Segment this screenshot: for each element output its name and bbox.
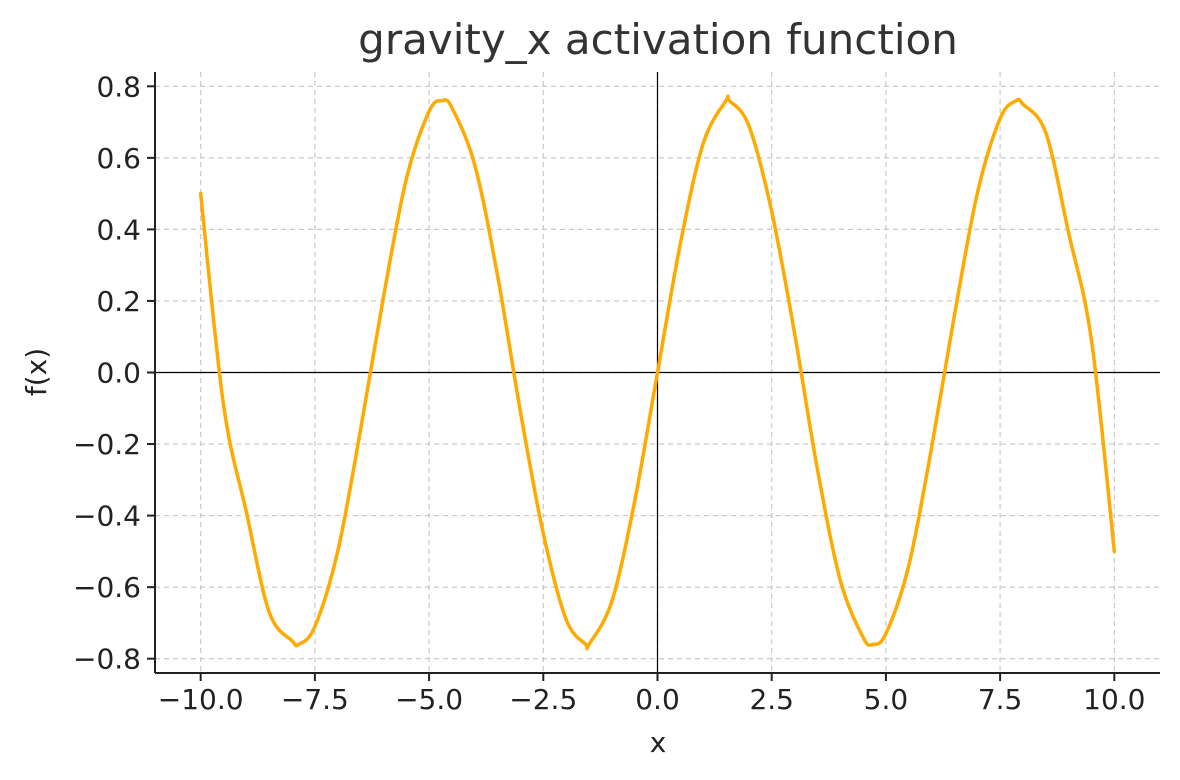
x-tick-label-4: 0.0 — [635, 683, 680, 716]
x-tick-label-1: −7.5 — [281, 683, 349, 716]
x-tick-label-0: −10.0 — [158, 683, 244, 716]
x-tick-label-7: 7.5 — [978, 683, 1023, 716]
y-tick-label-5: −0.2 — [73, 428, 141, 461]
y-ticks: 0.8 0.6 0.4 0.2 0.0 −0.2 −0.4 −0.6 −0.8 — [73, 70, 155, 676]
y-tick-label-7: −0.6 — [73, 571, 141, 604]
chart-title: gravity_x activation function — [358, 15, 958, 64]
x-tick-label-5: 2.5 — [749, 683, 794, 716]
y-tick-label-4: 0.0 — [96, 357, 141, 390]
y-tick-label-6: −0.4 — [73, 500, 141, 533]
y-tick-label-1: 0.6 — [96, 142, 141, 175]
y-tick-label-2: 0.4 — [96, 213, 141, 246]
x-axis-label: x — [650, 726, 667, 759]
y-tick-label-8: −0.8 — [73, 643, 141, 676]
series-line — [198, 94, 1117, 651]
x-tick-label-3: −2.5 — [509, 683, 577, 716]
y-axis-label: f(x) — [20, 348, 53, 396]
x-tick-label-6: 5.0 — [864, 683, 909, 716]
y-tick-label-0: 0.8 — [96, 70, 141, 103]
y-tick-label-3: 0.2 — [96, 285, 141, 318]
x-tick-label-8: 10.0 — [1083, 683, 1145, 716]
x-tick-label-2: −5.0 — [395, 683, 463, 716]
x-ticks: −10.0 −7.5 −5.0 −2.5 0.0 2.5 5.0 7.5 10.0 — [158, 673, 1145, 716]
